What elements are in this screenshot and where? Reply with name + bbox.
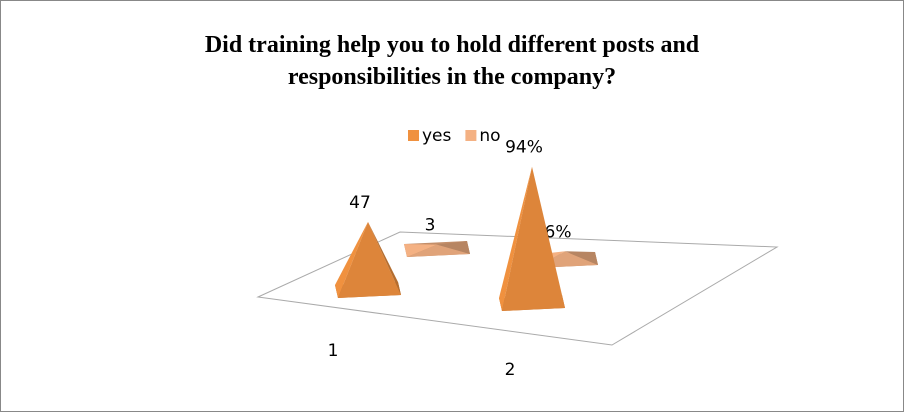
category-label: 2 [505, 360, 516, 380]
chart-title: responsibilities in the company? [288, 64, 616, 90]
pyramid [404, 241, 470, 257]
pyramid-face [499, 166, 532, 311]
data-label: 3 [425, 216, 436, 236]
pyramid-face [407, 244, 470, 257]
chart-title: Did training help you to hold different … [205, 32, 700, 58]
data-label: 94% [505, 138, 543, 158]
pyramid-face [338, 221, 401, 298]
pyramid-face [532, 166, 565, 308]
pyramid [499, 166, 565, 311]
legend-swatch [465, 130, 477, 141]
category-label: 1 [328, 341, 339, 361]
pyramid [335, 221, 401, 298]
pyramid-face [502, 166, 565, 311]
pyramid-face [404, 244, 437, 257]
data-label: 47 [349, 193, 371, 213]
pyramid-face [368, 221, 401, 295]
legend-swatch [408, 130, 419, 141]
pyramid-face [565, 251, 598, 265]
legend-label: yes [422, 126, 452, 146]
pyramid-face [335, 221, 368, 298]
pyramid-face [437, 241, 470, 254]
legend-label: no [479, 126, 500, 146]
data-label: 6% [545, 222, 572, 242]
